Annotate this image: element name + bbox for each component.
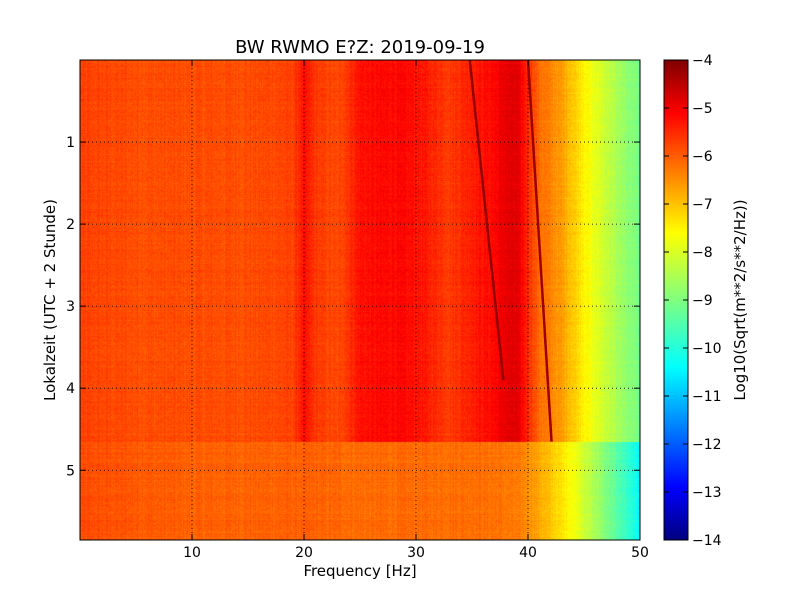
x-tick-label: 50 bbox=[631, 545, 649, 561]
colorbar-label: Log10(Sqrt(m**2/s**2/Hz)) bbox=[731, 199, 749, 400]
x-axis-label: Frequency [Hz] bbox=[303, 562, 416, 580]
spectral-lines bbox=[468, 59, 553, 442]
colorbar-tick-label: −11 bbox=[692, 389, 722, 405]
heatmap-area bbox=[80, 60, 640, 540]
heatmap-canvas bbox=[80, 60, 640, 540]
y-tick-label: 1 bbox=[66, 135, 75, 151]
colorbar-tick-label: −14 bbox=[692, 533, 722, 549]
x-axis-ticks: 10 20 30 40 50 bbox=[183, 60, 649, 561]
chart-title: BW RWMO E?Z: 2019-09-19 bbox=[235, 37, 485, 58]
y-axis-label: Lokalzeit (UTC + 2 Stunde) bbox=[41, 199, 59, 401]
plot-frame bbox=[79, 59, 641, 541]
colorbar-ticks: −4 −5 −6 −7 −8 −9 −10 −11 −12 −13 −14 bbox=[664, 53, 722, 549]
colorbar-tick-label: −12 bbox=[692, 437, 722, 453]
colorbar-tick-label: −6 bbox=[692, 149, 713, 165]
x-tick-label: 10 bbox=[183, 545, 201, 561]
colorbar-tick-label: −4 bbox=[692, 53, 713, 69]
y-tick-label: 4 bbox=[66, 381, 75, 397]
y-tick-label: 3 bbox=[66, 299, 75, 315]
y-axis-ticks: 1 2 3 4 5 bbox=[66, 135, 640, 479]
y-tick-label: 5 bbox=[66, 463, 75, 479]
colorbar-tick-label: −9 bbox=[692, 293, 713, 309]
x-tick-label: 30 bbox=[407, 545, 425, 561]
spectral-line-1 bbox=[468, 59, 505, 381]
colorbar-tick-label: −5 bbox=[692, 101, 713, 117]
x-tick-label: 20 bbox=[295, 545, 313, 561]
colorbar-tick-label: −13 bbox=[692, 485, 722, 501]
colorbar-tick-label: −7 bbox=[692, 197, 713, 213]
colorbar-tick-label: −10 bbox=[692, 341, 722, 357]
grid-lines bbox=[80, 60, 640, 540]
y-tick-label: 2 bbox=[66, 217, 75, 233]
x-tick-label: 40 bbox=[519, 545, 537, 561]
colorbar-tick-label: −8 bbox=[692, 245, 713, 261]
spectral-line-2 bbox=[526, 59, 553, 442]
